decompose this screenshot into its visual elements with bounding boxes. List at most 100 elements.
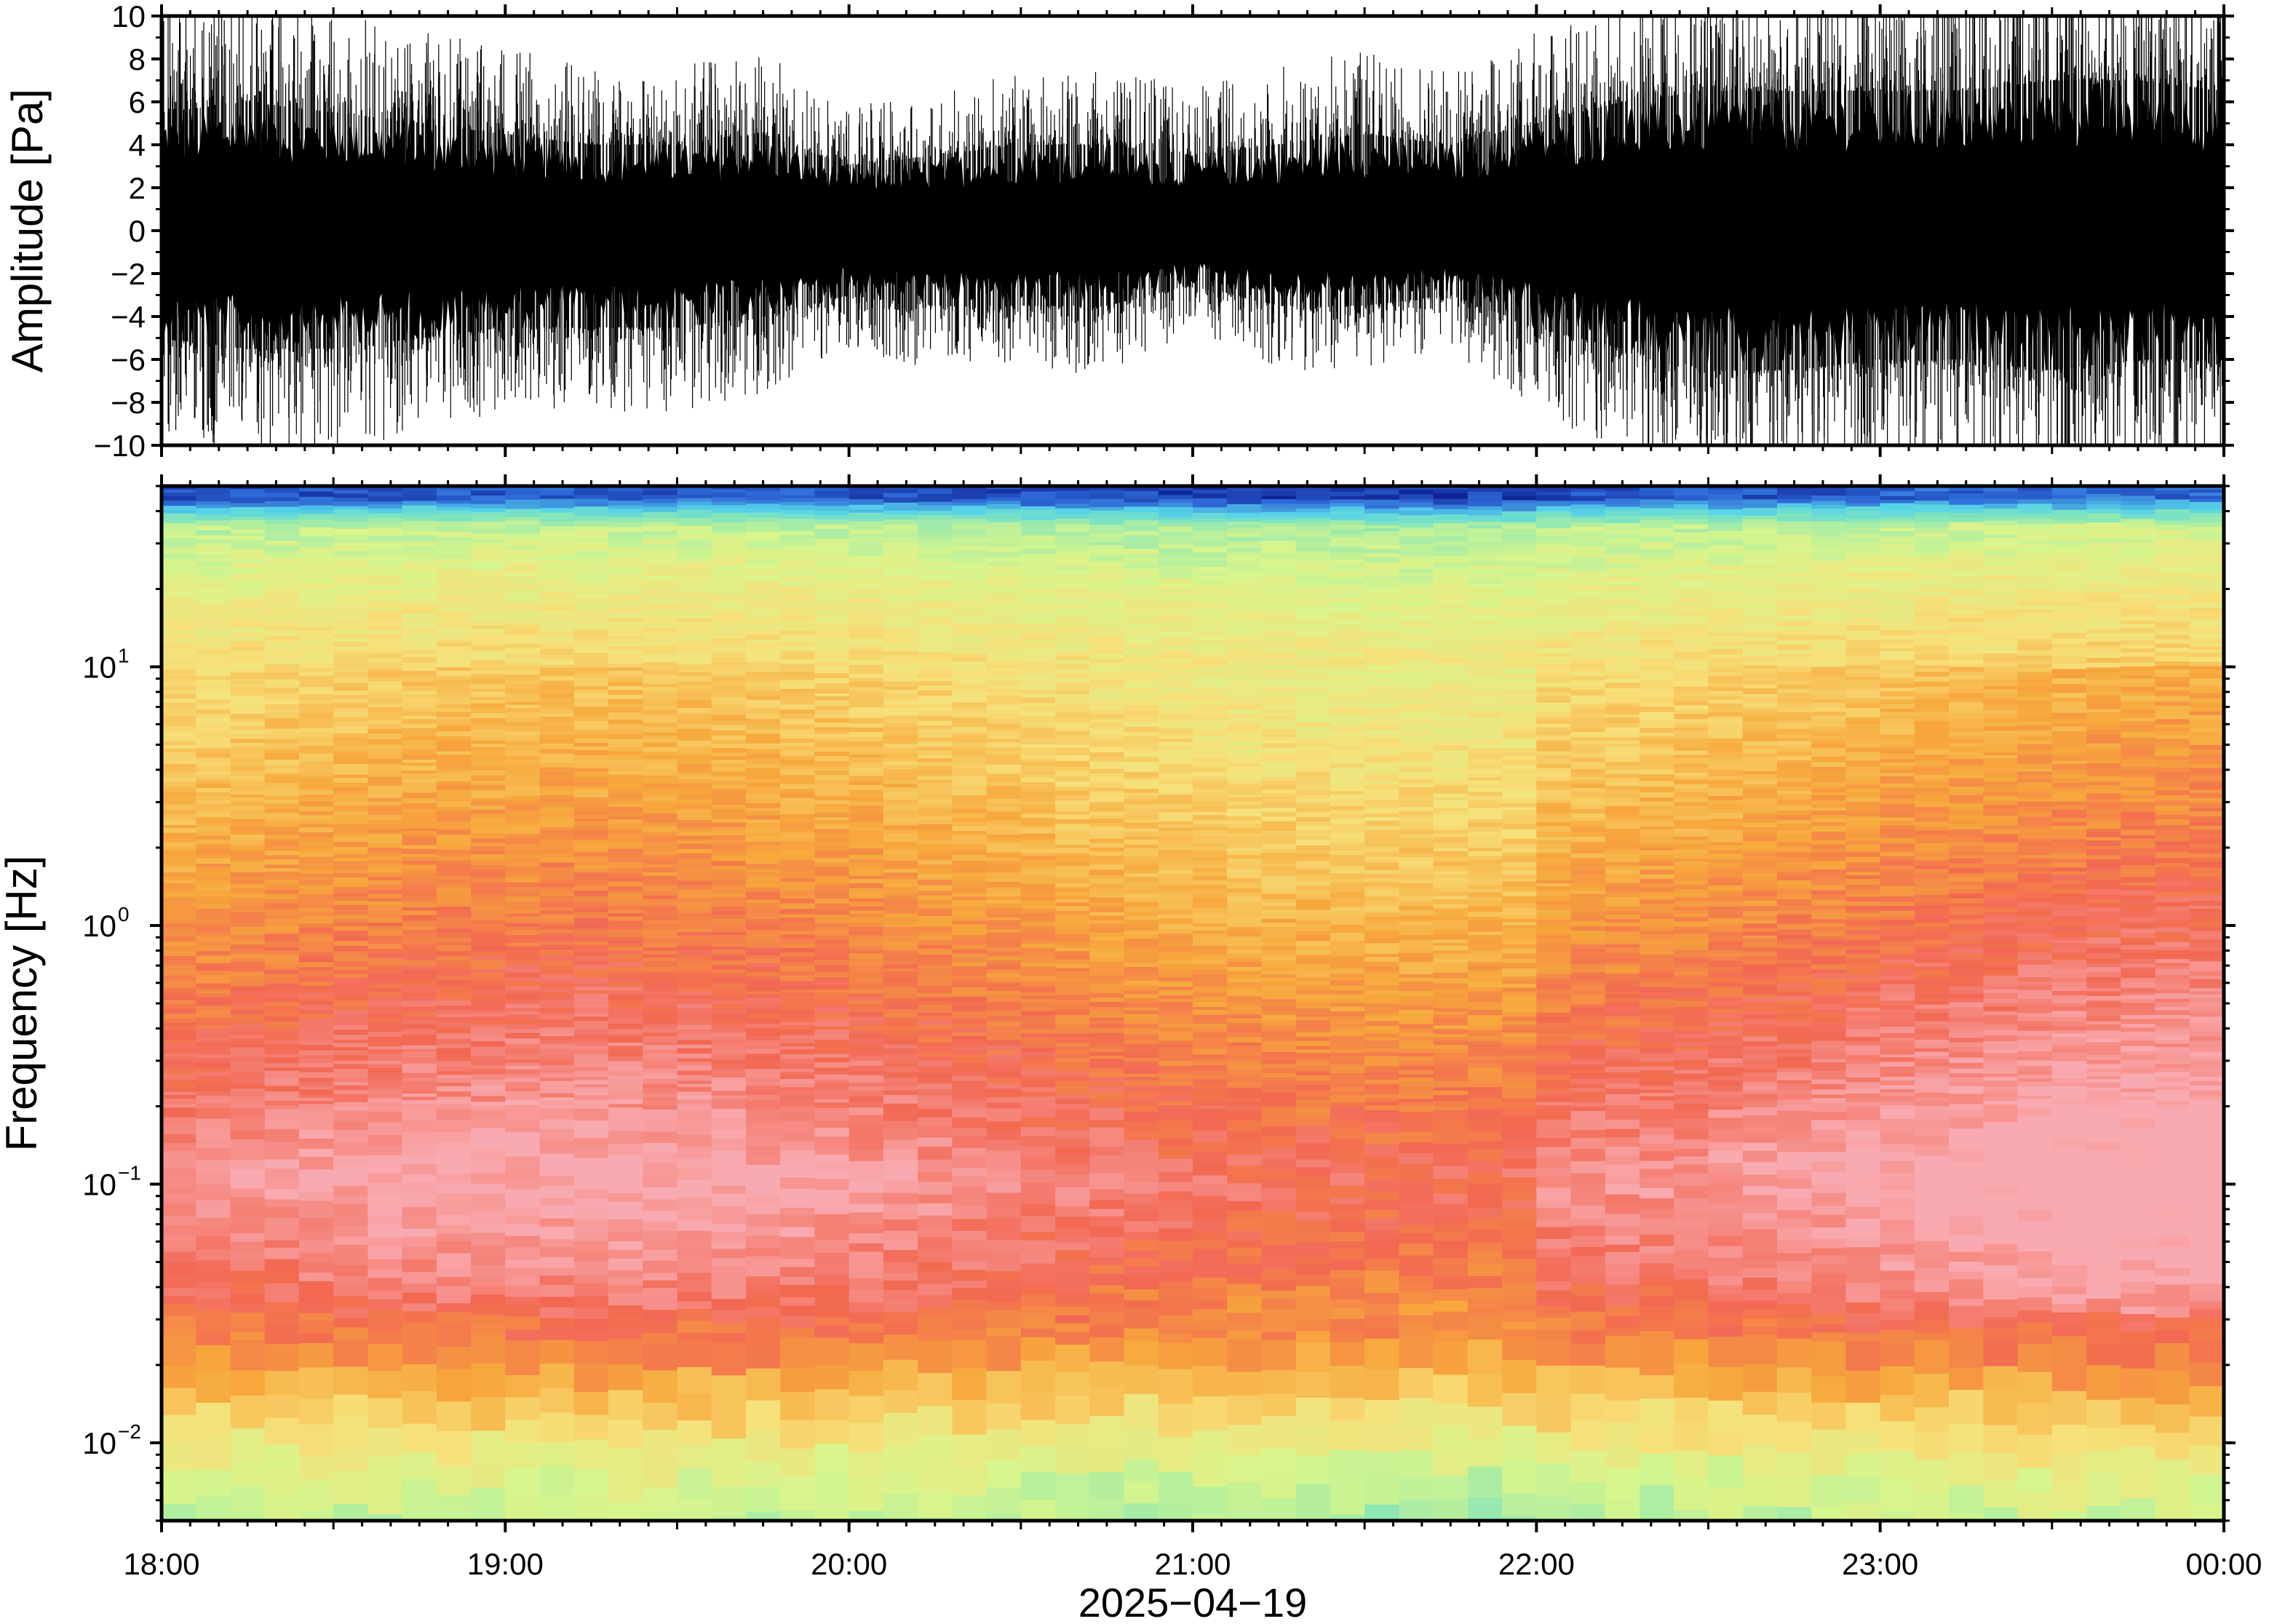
spectrogram-cell <box>196 1062 231 1069</box>
spectrogram-cell <box>643 1059 678 1065</box>
spectrogram-cell <box>162 685 196 691</box>
spectrogram-cell <box>230 883 266 888</box>
spectrogram-cell <box>643 723 678 728</box>
spectrogram-cell <box>505 1198 541 1209</box>
spectrogram-cell <box>573 923 609 930</box>
spectrogram-cell <box>952 893 988 897</box>
spectrogram-cell <box>918 1159 953 1174</box>
spectrogram-cell <box>711 700 747 705</box>
spectrogram-cell <box>264 558 300 562</box>
spectrogram-cell <box>883 936 918 940</box>
spectrogram-cell <box>849 707 884 713</box>
spectrogram-cell <box>883 537 918 543</box>
spectrogram-cell <box>814 597 850 602</box>
spectrogram-cell <box>162 832 196 840</box>
spectrogram-cell <box>333 542 368 547</box>
spectrogram-cell <box>402 1336 437 1365</box>
spectrogram-cell <box>1089 552 1125 557</box>
spectrogram-cell <box>918 1435 953 1460</box>
spectrogram-cell <box>849 512 884 519</box>
spectrogram-cell <box>196 941 231 946</box>
spectrogram-cell <box>196 1435 231 1470</box>
spectrogram-cell <box>196 900 231 904</box>
spectrogram-cell <box>814 982 850 986</box>
spectrogram-cell <box>505 712 541 718</box>
spectrogram-cell <box>402 495 437 501</box>
spectrogram-cell <box>608 1183 643 1194</box>
spectrogram-cell <box>849 910 884 915</box>
spectrogram-cell <box>436 751 472 755</box>
spectrogram-cell <box>952 1495 988 1521</box>
spectrogram-cell <box>367 864 403 869</box>
spectrogram-cell <box>711 1014 747 1018</box>
spectrogram-cell <box>264 864 300 869</box>
spectrogram-cell <box>608 486 643 493</box>
spectrogram-cell <box>298 1321 334 1334</box>
spectrogram-cell <box>298 784 334 790</box>
spectrogram-cell <box>573 1004 609 1008</box>
spectrogram-cell <box>1020 693 1056 698</box>
spectrogram-cell <box>608 807 643 813</box>
spectrogram-cell <box>1020 652 1056 658</box>
spectrogram-cell <box>814 491 850 495</box>
spectrogram-cell <box>883 1059 918 1064</box>
spectrogram-cell <box>814 710 850 715</box>
spectrogram-cell <box>1020 1033 1056 1038</box>
spectrogram-cell <box>402 711 437 717</box>
spectrogram-cell <box>746 1430 781 1462</box>
spectrogram-cell <box>746 819 781 824</box>
spectrogram-cell <box>1055 524 1090 528</box>
spectrogram-cell <box>608 667 643 672</box>
spectrogram-cell <box>677 885 712 891</box>
spectrogram-cell <box>1055 752 1090 756</box>
spectrogram-cell <box>918 585 953 589</box>
spectrogram-cell <box>436 518 472 522</box>
spectrogram-cell <box>471 886 506 891</box>
spectrogram-cell <box>780 766 815 771</box>
spectrogram-cell <box>1020 1096 1056 1102</box>
spectrogram-cell <box>367 833 403 838</box>
spectrogram-cell <box>196 951 231 957</box>
spectrogram-cell <box>986 688 1022 693</box>
spectrogram-cell <box>264 604 300 609</box>
spectrogram-cell <box>746 906 781 910</box>
spectrogram-cell <box>643 1211 678 1222</box>
spectrogram-cell <box>677 1393 712 1421</box>
spectrogram-cell <box>883 765 918 770</box>
spectrogram-cell <box>952 1186 988 1198</box>
spectrogram-cell <box>333 1195 368 1205</box>
spectrogram-cell <box>711 577 747 583</box>
spectrogram-cell <box>402 745 437 749</box>
spectrogram-cell <box>986 1030 1022 1036</box>
spectrogram-cell <box>333 824 368 829</box>
spectrogram-cell <box>677 525 712 532</box>
spectrogram-cell <box>367 786 403 792</box>
spectrogram-cell <box>643 966 678 974</box>
spectrogram-cell <box>162 773 196 779</box>
spectrogram-cell <box>298 631 334 636</box>
spectrogram-cell <box>264 541 300 546</box>
spectrogram-cell <box>746 643 781 647</box>
spectrogram-cell <box>814 1137 850 1148</box>
spectrogram-cell <box>918 982 953 987</box>
spectrogram-cell <box>264 1271 300 1284</box>
spectrogram-cell <box>711 843 747 849</box>
spectrogram-cell <box>573 618 609 623</box>
spectrogram-cell <box>883 753 918 758</box>
spectrogram-cell <box>883 528 918 533</box>
spectrogram-cell <box>367 658 403 663</box>
spectrogram-cell <box>952 1176 988 1187</box>
spectrogram-cell <box>471 503 506 509</box>
spectrogram-cell <box>918 704 953 708</box>
spectrogram-cell <box>677 877 712 882</box>
spectrogram-cell <box>298 1010 334 1015</box>
spectrogram-cell <box>711 1000 747 1005</box>
spectrogram-cell <box>471 1277 506 1287</box>
spectrogram-cell <box>333 682 368 688</box>
spectrogram-cell <box>643 875 678 883</box>
spectrogram-cell <box>780 1022 815 1026</box>
spectrogram-cell <box>814 628 850 633</box>
spectrogram-cell <box>814 1317 850 1326</box>
spectrogram-cell <box>711 1022 747 1025</box>
spectrogram-cell <box>608 678 643 682</box>
